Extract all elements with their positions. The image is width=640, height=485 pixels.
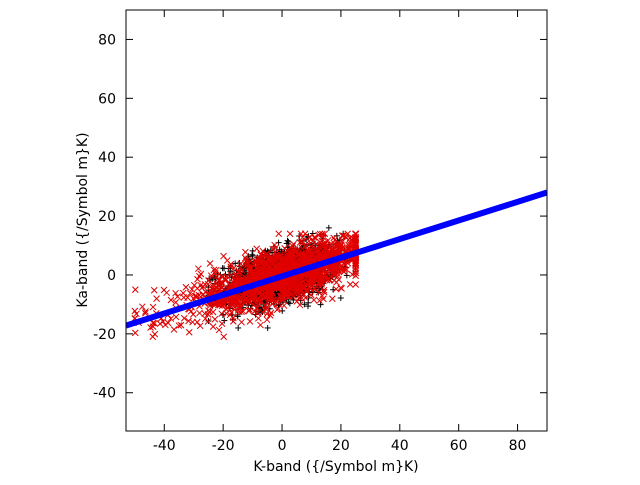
x-marker-point (173, 314, 179, 320)
x-tick-label: -40 (153, 438, 176, 454)
y-axis-label: Ka-band ({/Symbol m}K) (75, 132, 91, 307)
y-tick-label: 20 (98, 209, 116, 225)
x-marker-point (194, 276, 200, 282)
y-tick-label: 0 (107, 268, 116, 284)
x-marker-point (150, 334, 156, 340)
x-marker-point (221, 334, 227, 340)
plus-marker-point (235, 325, 241, 331)
x-marker-point (161, 287, 167, 293)
x-marker-point (186, 329, 192, 335)
x-tick-label: 40 (391, 438, 409, 454)
x-marker-point (175, 294, 181, 300)
x-marker-point (239, 319, 245, 325)
plus-marker-point (221, 265, 227, 271)
x-marker-point (154, 296, 160, 302)
x-marker-point (190, 319, 196, 325)
x-marker-point (194, 285, 200, 291)
x-marker-point (133, 311, 139, 317)
x-marker-point (171, 326, 177, 332)
x-marker-point (150, 304, 156, 310)
x-marker-point (257, 322, 263, 328)
x-marker-point (255, 315, 261, 321)
x-tick-label: 0 (278, 438, 287, 454)
x-marker-point (207, 261, 213, 267)
x-marker-point (157, 321, 163, 327)
plus-marker-point (221, 318, 227, 324)
x-marker-point (281, 303, 287, 309)
plus-marker-point (338, 295, 344, 301)
x-marker-point (353, 282, 359, 288)
x-tick-label: 60 (450, 438, 468, 454)
x-marker-point (162, 322, 168, 328)
y-tick-label: -20 (93, 327, 116, 343)
y-tick-label: 60 (98, 91, 116, 107)
x-marker-point (242, 249, 248, 255)
x-marker-point (333, 286, 339, 292)
x-marker-point (132, 330, 138, 336)
plus-marker-point (285, 238, 291, 244)
x-marker-point (333, 279, 339, 285)
x-axis-label: K-band ({/Symbol m}K) (253, 459, 418, 475)
x-marker-point (151, 287, 157, 293)
x-marker-point (238, 261, 244, 267)
fit-line (126, 193, 547, 326)
x-marker-point (183, 284, 189, 290)
y-tick-label: 40 (98, 150, 116, 166)
x-marker-point (198, 271, 204, 277)
x-marker-point (347, 281, 353, 287)
y-tick-label: 80 (98, 32, 116, 48)
x-marker-point (247, 318, 253, 324)
x-tick-label: -20 (212, 438, 235, 454)
x-marker-point (329, 296, 335, 302)
x-marker-point (212, 316, 218, 322)
x-tick-label: 20 (332, 438, 350, 454)
x-marker-point (195, 266, 201, 272)
plus-marker-point (287, 300, 293, 306)
x-marker-point (173, 290, 179, 296)
plus-marker-point (318, 302, 324, 308)
x-tick-label: 80 (509, 438, 527, 454)
x-marker-point (221, 253, 227, 259)
x-marker-point (276, 231, 282, 237)
x-marker-point (294, 298, 300, 304)
x-marker-point (210, 324, 216, 330)
plus-marker-point (265, 325, 271, 331)
plot-frame (126, 10, 547, 431)
x-marker-point (264, 317, 270, 323)
x-marker-point (312, 234, 318, 240)
x-marker-point (287, 231, 293, 237)
x-marker-point (197, 323, 203, 329)
x-marker-point (219, 321, 225, 327)
data-points-layer (132, 225, 359, 340)
x-marker-point (190, 311, 196, 317)
y-tick-label: -40 (93, 386, 116, 402)
x-marker-point (254, 246, 260, 252)
plus-marker-point (326, 225, 332, 231)
x-marker-point (132, 287, 138, 293)
x-marker-point (216, 327, 222, 333)
fit-line-layer (126, 193, 547, 326)
